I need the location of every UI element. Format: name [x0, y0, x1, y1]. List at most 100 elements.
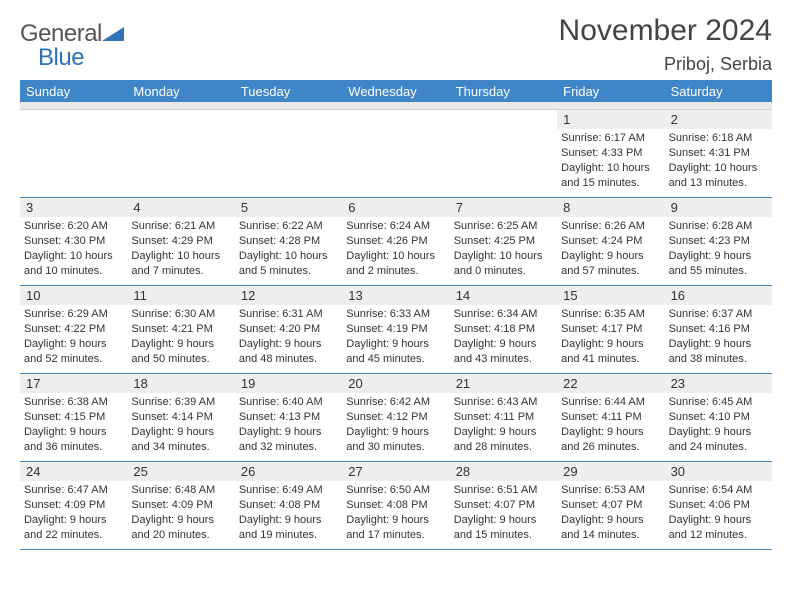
calendar-cell: 6Sunrise: 6:24 AMSunset: 4:26 PMDaylight… [342, 198, 449, 286]
sunrise-line: Sunrise: 6:37 AM [669, 307, 768, 322]
weekday-header: Thursday [450, 84, 557, 99]
day-facts: Sunrise: 6:38 AMSunset: 4:15 PMDaylight:… [24, 395, 123, 454]
daylight-line: Daylight: 9 hours and 26 minutes. [561, 425, 660, 455]
calendar-cell: 10Sunrise: 6:29 AMSunset: 4:22 PMDayligh… [20, 286, 127, 374]
day-facts: Sunrise: 6:42 AMSunset: 4:12 PMDaylight:… [346, 395, 445, 454]
day-facts: Sunrise: 6:39 AMSunset: 4:14 PMDaylight:… [131, 395, 230, 454]
sunrise-line: Sunrise: 6:54 AM [669, 483, 768, 498]
daylight-line: Daylight: 9 hours and 20 minutes. [131, 513, 230, 543]
day-facts: Sunrise: 6:37 AMSunset: 4:16 PMDaylight:… [669, 307, 768, 366]
daylight-line: Daylight: 10 hours and 13 minutes. [669, 161, 768, 191]
calendar-cell: 19Sunrise: 6:40 AMSunset: 4:13 PMDayligh… [235, 374, 342, 462]
weekday-header: Monday [127, 84, 234, 99]
sunset-line: Sunset: 4:21 PM [131, 322, 230, 337]
calendar-cell: 29Sunrise: 6:53 AMSunset: 4:07 PMDayligh… [557, 462, 664, 550]
calendar-cell: 3 Sunrise: 6:20 AMSunset: 4:30 PMDaylight… [20, 198, 127, 286]
daylight-line: Daylight: 9 hours and 36 minutes. [24, 425, 123, 455]
sunrise-line: Sunrise: 6:34 AM [454, 307, 553, 322]
brand-line2: Blue [20, 44, 124, 72]
sunset-line: Sunset: 4:26 PM [346, 234, 445, 249]
day-facts: Sunrise: 6:22 AMSunset: 4:28 PMDaylight:… [239, 219, 338, 278]
sunrise-line: Sunrise: 6:53 AM [561, 483, 660, 498]
date-number: 24 [20, 462, 127, 481]
sunset-line: Sunset: 4:33 PM [561, 146, 660, 161]
date-number: 7 [450, 198, 557, 217]
date-number: 1 [557, 110, 664, 129]
calendar-cell: 25Sunrise: 6:48 AMSunset: 4:09 PMDayligh… [127, 462, 234, 550]
date-number: 17 [20, 374, 127, 393]
day-facts: Sunrise: 6:43 AMSunset: 4:11 PMDaylight:… [454, 395, 553, 454]
calendar-cell-empty [450, 110, 557, 198]
calendar-cell: 4Sunrise: 6:21 AMSunset: 4:29 PMDaylight… [127, 198, 234, 286]
weekday-header: Saturday [665, 84, 772, 99]
calendar-cell: 22Sunrise: 6:44 AMSunset: 4:11 PMDayligh… [557, 374, 664, 462]
day-facts: Sunrise: 6:34 AMSunset: 4:18 PMDaylight:… [454, 307, 553, 366]
day-facts: Sunrise: 6:45 AMSunset: 4:10 PMDaylight:… [669, 395, 768, 454]
calendar-grid: 1 Sunrise: 6:17 AMSunset: 4:33 PM Daylight… [20, 110, 772, 550]
daylight-line: Daylight: 9 hours and 43 minutes. [454, 337, 553, 367]
sunset-line: Sunset: 4:24 PM [561, 234, 660, 249]
date-number: 27 [342, 462, 449, 481]
date-number: 11 [127, 286, 234, 305]
brand-logo: General Blue [20, 14, 124, 72]
calendar-cell: 14Sunrise: 6:34 AMSunset: 4:18 PMDayligh… [450, 286, 557, 374]
weekday-header: Tuesday [235, 84, 342, 99]
date-number: 30 [665, 462, 772, 481]
day-facts: Sunrise: 6:25 AMSunset: 4:25 PMDaylight:… [454, 219, 553, 278]
daylight-line: Daylight: 9 hours and 30 minutes. [346, 425, 445, 455]
sunrise-line: Sunrise: 6:17 AM [561, 131, 660, 146]
day-facts: Sunrise: 6:30 AMSunset: 4:21 PMDaylight:… [131, 307, 230, 366]
sunrise-line: Sunrise: 6:44 AM [561, 395, 660, 410]
date-number: 18 [127, 374, 234, 393]
sunrise-line: Sunrise: 6:25 AM [454, 219, 553, 234]
sunrise-line: Sunrise: 6:51 AM [454, 483, 553, 498]
sunrise-line: Sunrise: 6:48 AM [131, 483, 230, 498]
sunrise-line: Sunrise: 6:29 AM [24, 307, 123, 322]
day-facts: Sunrise: 6:33 AMSunset: 4:19 PMDaylight:… [346, 307, 445, 366]
day-facts: Sunrise: 6:28 AMSunset: 4:23 PMDaylight:… [669, 219, 768, 278]
calendar-cell: 20Sunrise: 6:42 AMSunset: 4:12 PMDayligh… [342, 374, 449, 462]
calendar-cell: 12Sunrise: 6:31 AMSunset: 4:20 PMDayligh… [235, 286, 342, 374]
daylight-line: Daylight: 9 hours and 32 minutes. [239, 425, 338, 455]
day-facts: Sunrise: 6:18 AMSunset: 4:31 PMDaylight:… [669, 131, 768, 190]
sunset-line: Sunset: 4:30 PM [24, 234, 123, 249]
weekday-header-row: SundayMondayTuesdayWednesdayThursdayFrid… [20, 80, 772, 102]
calendar-cell: 1Sunrise: 6:17 AMSunset: 4:33 PMDaylight… [557, 110, 664, 198]
weekday-header: Sunday [20, 84, 127, 99]
daylight-line: Daylight: 10 hours and 7 minutes. [131, 249, 230, 279]
sunrise-line: Sunrise: 6:24 AM [346, 219, 445, 234]
daylight-line: Daylight: 9 hours and 50 minutes. [131, 337, 230, 367]
daylight-line: Daylight: 9 hours and 15 minutes. [454, 513, 553, 543]
calendar-cell: 9Sunrise: 6:28 AMSunset: 4:23 PMDaylight… [665, 198, 772, 286]
calendar-cell: 8Sunrise: 6:26 AMSunset: 4:24 PMDaylight… [557, 198, 664, 286]
date-number: 22 [557, 374, 664, 393]
sunset-line: Sunset: 4:20 PM [239, 322, 338, 337]
day-facts: Sunrise: 6:35 AMSunset: 4:17 PMDaylight:… [561, 307, 660, 366]
sunset-line: Sunset: 4:29 PM [131, 234, 230, 249]
date-number: 13 [342, 286, 449, 305]
calendar-cell: 5Sunrise: 6:22 AMSunset: 4:28 PMDaylight… [235, 198, 342, 286]
sunrise-line: Sunrise: 6:22 AM [239, 219, 338, 234]
date-number: 15 [557, 286, 664, 305]
day-facts: Sunrise: 6:50 AMSunset: 4:08 PMDaylight:… [346, 483, 445, 542]
calendar-cell: 27 Sunrise: 6:50 AMSunset: 4:08 PMDayligh… [342, 462, 449, 550]
date-number: 12 [235, 286, 342, 305]
page-title: November 2024 [559, 14, 772, 48]
sunrise-line: Sunrise: 6:38 AM [24, 395, 123, 410]
sunset-line: Sunset: 4:14 PM [131, 410, 230, 425]
daylight-line: Daylight: 10 hours and 2 minutes. [346, 249, 445, 279]
date-number: 21 [450, 374, 557, 393]
date-number: 16 [665, 286, 772, 305]
date-number: 2 [665, 110, 772, 129]
sunrise-line: Sunrise: 6:33 AM [346, 307, 445, 322]
date-number: 3 [20, 198, 127, 217]
day-facts: Sunrise: 6:29 AMSunset: 4:22 PMDaylight:… [24, 307, 123, 366]
sunset-line: Sunset: 4:25 PM [454, 234, 553, 249]
weekday-header: Wednesday [342, 84, 449, 99]
sunrise-line: Sunrise: 6:20 AM [24, 219, 123, 234]
sunrise-line: Sunrise: 6:43 AM [454, 395, 553, 410]
sunset-line: Sunset: 4:08 PM [239, 498, 338, 513]
daylight-line: Daylight: 10 hours and 10 minutes. [24, 249, 123, 279]
daylight-line: Daylight: 9 hours and 48 minutes. [239, 337, 338, 367]
calendar-cell-empty [20, 110, 127, 198]
